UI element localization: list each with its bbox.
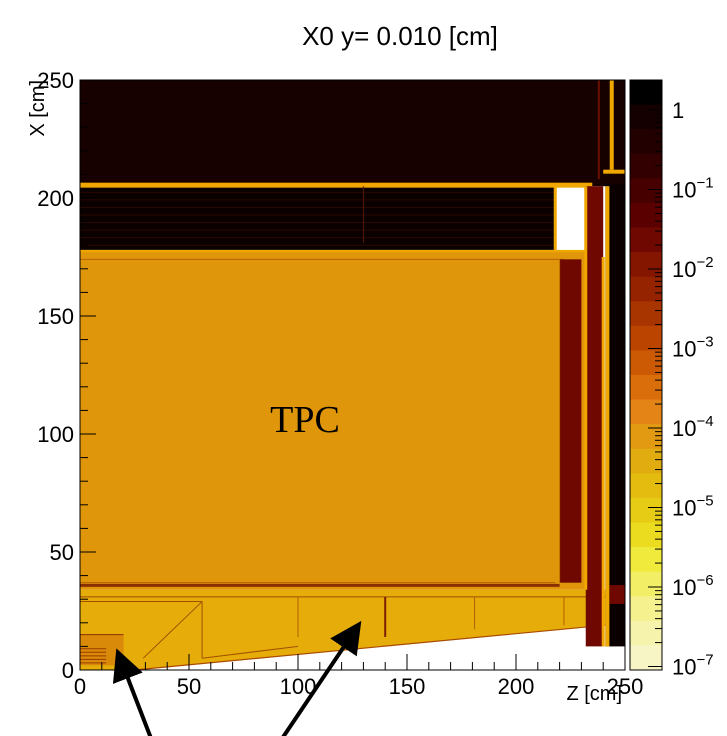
forward-strip [609, 80, 614, 170]
x-tick-label: 200 [498, 674, 535, 699]
colorbar-tick-label: 1 [672, 98, 684, 123]
cone-line [134, 624, 606, 671]
colorbar-swatch [630, 497, 662, 523]
plot-area [80, 80, 625, 671]
region-outer-upper [80, 80, 625, 187]
forward-edge [605, 186, 610, 647]
colorbar-swatch [630, 104, 662, 130]
band-top-edge [80, 182, 593, 188]
y-axis-label: X [cm] [27, 80, 49, 137]
colorbar-swatch [630, 522, 662, 548]
colorbar-swatch [630, 473, 662, 499]
y-tick-label: 250 [37, 68, 74, 93]
colorbar-swatch [630, 375, 662, 401]
pointer-arrow [281, 620, 362, 736]
colorbar-tick-label: 10−4 [672, 413, 714, 441]
region-outer-band [80, 186, 556, 250]
colorbar-swatch [630, 252, 662, 278]
colorbar-swatch [630, 276, 662, 302]
colorbar-swatch [630, 153, 662, 179]
x-tick-label: 150 [389, 674, 426, 699]
colorbar-tick-label: 10−1 [672, 175, 714, 203]
colorbar-swatch [630, 547, 662, 573]
y-tick-label: 100 [37, 422, 74, 447]
x-tick-label: 50 [177, 674, 201, 699]
tpc-annotation: TPC [270, 399, 340, 441]
colorbar-swatch [630, 399, 662, 425]
beampipe-block [80, 634, 124, 666]
y-tick-label: 150 [37, 304, 74, 329]
region-tpc-endplate [559, 259, 582, 583]
region-tpc-wall [585, 186, 604, 647]
plot-frame [79, 79, 626, 671]
colorbar-tick-label: 10−3 [672, 334, 714, 362]
colorbar-tick-label: 10−2 [672, 254, 714, 282]
colorbar-swatch [630, 620, 662, 646]
colorbar-swatch [630, 350, 662, 376]
colorbar-swatch [630, 301, 662, 327]
region-tpc [80, 252, 586, 590]
colorbar-tick-label: 10−6 [672, 572, 714, 600]
colorbar-swatch [630, 325, 662, 351]
colorbar-swatch [630, 178, 662, 204]
y-tick-label: 50 [50, 540, 74, 565]
forward-marker [609, 585, 625, 604]
x-axis-label: Z [cm] [566, 683, 622, 705]
inner-line [202, 645, 299, 659]
colorbar-swatch [630, 448, 662, 474]
colorbar-tick-label: 10−7 [672, 652, 714, 680]
y-tick-label: 0 [62, 658, 74, 683]
x-tick-label: 250 [607, 674, 644, 699]
tpc-bottom-edge [80, 583, 560, 587]
colorbar-tick-label: 10−5 [672, 493, 714, 521]
chart-title: X0 y= 0.010 [cm] [302, 21, 498, 51]
colorbar-swatch [630, 596, 662, 622]
inner-line [142, 601, 203, 659]
arrows [112, 620, 362, 736]
y-tick-label: 200 [37, 186, 74, 211]
colorbar-frame [629, 79, 663, 671]
colorbar-swatch [630, 80, 662, 106]
x-tick-label: 0 [74, 674, 86, 699]
region-forward [605, 183, 625, 647]
colorbar: 1 10−1 10−2 10−3 10−4 10−5 10−6 10−7 [629, 79, 714, 680]
colorbar-swatch [630, 227, 662, 253]
forward-cap [603, 169, 625, 174]
colorbar-swatch [630, 571, 662, 597]
pointer-arrow [112, 648, 153, 736]
